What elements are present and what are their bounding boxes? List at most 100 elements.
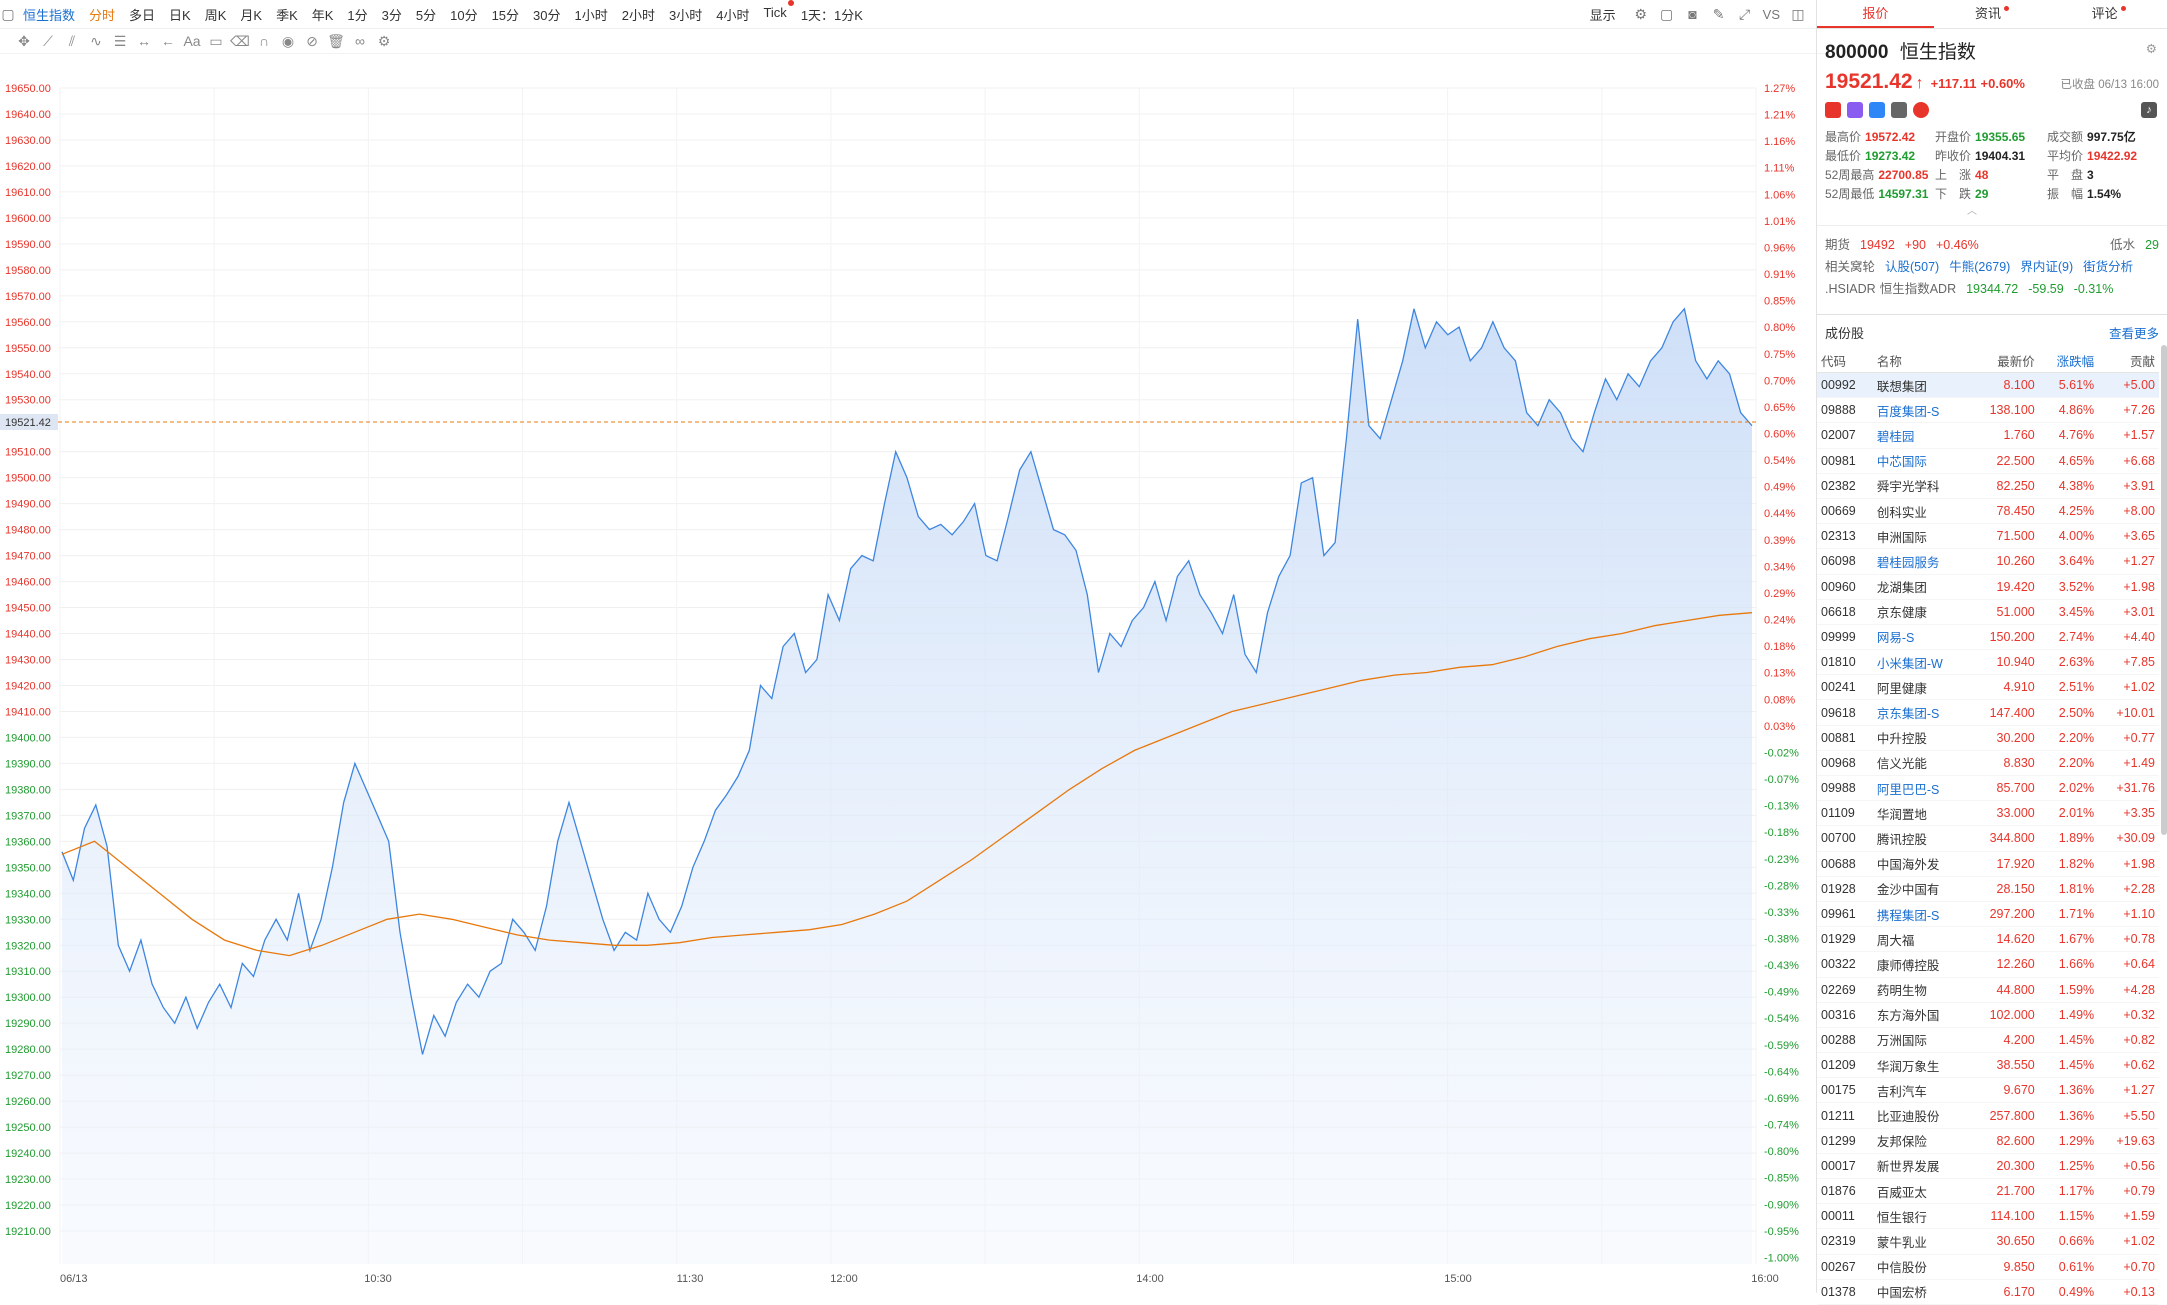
gear-icon[interactable]: ⚙ — [2145, 42, 2157, 56]
chart-badge-icon[interactable] — [1869, 102, 1885, 118]
table-row[interactable]: 01928 金沙中国有 28.150 1.81% +2.28 — [1817, 876, 2159, 902]
link-icon[interactable]: ∞ — [355, 33, 365, 49]
period-tab[interactable]: 3分 — [381, 7, 402, 23]
table-row[interactable]: 01209 华润万象生 38.550 1.45% +0.62 — [1817, 1052, 2159, 1079]
settings-icon[interactable]: ⚙ — [1634, 6, 1647, 22]
wave-icon[interactable]: ∿ — [90, 33, 102, 49]
table-row[interactable]: 02007 碧桂园 1.760 4.76% +1.57 — [1817, 422, 2159, 449]
table-row[interactable]: 00017 新世界发展 20.300 1.25% +0.56 — [1817, 1153, 2159, 1180]
table-row[interactable]: 06618 京东健康 51.000 3.45% +3.01 — [1817, 599, 2159, 625]
magnet-icon[interactable]: ∩ — [258, 33, 270, 49]
period-tab[interactable]: 4小时 — [716, 7, 750, 23]
table-row[interactable]: 00992 联想集团 8.100 5.61% +5.00 — [1817, 372, 2159, 399]
period-tab[interactable]: 2小时 — [621, 7, 655, 23]
table-row[interactable]: 00968 信义光能 8.830 2.20% +1.49 — [1817, 750, 2159, 777]
fullscreen-icon[interactable]: ⤢ — [1739, 6, 1751, 22]
table-row[interactable]: 00288 万洲国际 4.200 1.45% +0.82 — [1817, 1027, 2159, 1054]
symbol-selector[interactable]: 恒生指数 — [23, 7, 76, 23]
display-menu[interactable]: 显示 — [1589, 7, 1616, 23]
tab-quote[interactable]: 报价 — [1817, 0, 1934, 28]
table-row[interactable]: 00960 龙湖集团 19.420 3.52% +1.98 — [1817, 574, 2159, 600]
period-tab[interactable]: 3小时 — [668, 7, 703, 23]
period-tab[interactable]: 日K — [169, 7, 191, 23]
period-tab[interactable]: 季K — [276, 7, 298, 23]
table-row[interactable]: 01810 小米集团-W 10.940 2.63% +7.85 — [1817, 649, 2159, 676]
table-row[interactable]: 00700 腾讯控股 344.800 1.89% +30.09 — [1817, 825, 2159, 852]
view-more-link[interactable]: 查看更多 — [2108, 327, 2159, 341]
period-tab[interactable]: Tick — [756, 0, 794, 24]
move-icon[interactable]: ✥ — [18, 33, 30, 49]
table-row[interactable]: 09618 京东集团-S 147.400 2.50% +10.01 — [1817, 699, 2159, 726]
table-row[interactable]: 01876 百威亚太 21.700 1.17% +0.79 — [1817, 1178, 2159, 1205]
period-tab[interactable]: 多日 — [129, 7, 156, 23]
table-row[interactable]: 09961 携程集团-S 297.200 1.71% +1.10 — [1817, 901, 2159, 928]
trend-line-icon[interactable]: ⟋ — [43, 33, 53, 49]
table-row[interactable]: 02269 药明生物 44.800 1.59% +4.28 — [1817, 977, 2159, 1003]
table-row[interactable]: 01109 华润置地 33.000 2.01% +3.35 — [1817, 800, 2159, 827]
arrow-icon[interactable]: ← — [161, 33, 175, 49]
period-tab[interactable]: 10分 — [450, 7, 478, 23]
period-tab[interactable]: 1分 — [347, 7, 368, 23]
table-row[interactable]: 00267 中信股份 9.850 0.61% +0.70 — [1817, 1254, 2159, 1280]
note-icon[interactable]: ▭ — [209, 33, 223, 49]
futures-row[interactable]: 期货 19492 +90 +0.46% 低水 29 — [1817, 234, 2167, 256]
table-row[interactable]: 09999 网易-S 150.200 2.74% +4.40 — [1817, 624, 2159, 651]
hk-flag-icon[interactable] — [1825, 102, 1841, 118]
collapse-chevron-icon[interactable]: ︿ — [1967, 206, 1977, 217]
table-row[interactable]: 00175 吉利汽车 9.670 1.36% +1.27 — [1817, 1077, 2159, 1104]
table-row[interactable]: 09888 百度集团-S 138.100 4.86% +7.26 — [1817, 397, 2159, 424]
camera-icon[interactable]: ◙ — [1688, 6, 1697, 22]
channel-icon[interactable]: ⫽ — [68, 33, 76, 49]
period-tab[interactable]: 15分 — [491, 7, 520, 23]
bell-icon[interactable]: ♪ — [2141, 102, 2157, 118]
table-row[interactable]: 00881 中升控股 30.200 2.20% +0.77 — [1817, 725, 2159, 751]
link-inline[interactable]: 界内证(9) — [2020, 260, 2074, 274]
table-row[interactable]: 00011 恒生银行 114.100 1.15% +1.59 — [1817, 1203, 2159, 1230]
table-row[interactable]: 00316 东方海外国 102.000 1.49% +0.32 — [1817, 1002, 2159, 1028]
tab-news[interactable]: 资讯 — [1934, 0, 2051, 28]
lightning-icon[interactable] — [1847, 102, 1863, 118]
layout-icon[interactable]: ▢ — [1660, 6, 1674, 22]
table-row[interactable]: 00241 阿里健康 4.910 2.51% +1.02 — [1817, 674, 2159, 701]
table-row[interactable]: 00669 创科实业 78.450 4.25% +8.00 — [1817, 498, 2159, 525]
link-cbbc[interactable]: 牛熊(2679) — [1949, 260, 2011, 274]
table-row[interactable]: 09988 阿里巴巴-S 85.700 2.02% +31.76 — [1817, 775, 2159, 802]
table-row[interactable]: 00981 中芯国际 22.500 4.65% +6.68 — [1817, 448, 2159, 474]
vs-compare-button[interactable]: VS — [1762, 6, 1780, 22]
table-row[interactable]: 01929 周大福 14.620 1.67% +0.78 — [1817, 926, 2159, 953]
period-tab[interactable]: 30分 — [533, 7, 561, 23]
eye-icon[interactable]: ◉ — [281, 33, 295, 49]
period-tab[interactable]: 周K — [204, 7, 227, 23]
range-icon[interactable]: ↔ — [137, 33, 151, 49]
period-tab[interactable]: 1小时 — [574, 7, 608, 23]
text-icon[interactable]: Aa — [183, 33, 201, 49]
table-row[interactable]: 01378 中国宏桥 6.170 0.49% +0.13 — [1817, 1279, 2159, 1305]
eraser-icon[interactable]: ⌫ — [230, 33, 250, 49]
period-tab[interactable]: 月K — [240, 7, 263, 23]
table-row[interactable]: 02313 申洲国际 71.500 4.00% +3.65 — [1817, 523, 2159, 550]
period-tab[interactable]: 年K — [311, 7, 334, 23]
hide-icon[interactable]: ⊘ — [306, 33, 318, 49]
pencil-icon[interactable]: ✎ — [1712, 6, 1725, 22]
table-row[interactable]: 02382 舜宇光学科 82.250 4.38% +3.91 — [1817, 473, 2159, 499]
tab-comments[interactable]: 评论 — [2050, 0, 2167, 28]
sidebar-toggle-icon[interactable]: ◫ — [1791, 6, 1805, 22]
table-row[interactable]: 06098 碧桂园服务 10.260 3.64% +1.27 — [1817, 548, 2159, 575]
table-row[interactable]: 00322 康师傅控股 12.260 1.66% +0.64 — [1817, 951, 2159, 978]
scrollbar[interactable] — [2161, 345, 2167, 835]
chart-svg[interactable]: 19650.00 19640.00 19630.00 19620.00 19610.00… — [0, 54, 1816, 1293]
fib-icon[interactable]: ☰ — [113, 33, 127, 49]
column-header[interactable]: 涨跌幅 — [2038, 348, 2099, 373]
table-row[interactable]: 00688 中国海外发 17.920 1.82% +1.98 — [1817, 851, 2159, 877]
intraday-chart[interactable]: 19650.00 19640.00 19630.00 19620.00 19610.00… — [0, 54, 1816, 1293]
panel-toggle-icon[interactable]: ▢ — [1, 6, 15, 22]
doc-icon[interactable] — [1891, 102, 1907, 118]
table-row[interactable]: 02319 蒙牛乳业 30.650 0.66% +1.02 — [1817, 1228, 2159, 1255]
period-tab[interactable]: 分时 — [89, 7, 116, 23]
adr-row[interactable]: .HSIADR 恒生指数ADR 19344.72 -59.59 -0.31% — [1817, 278, 2167, 300]
period-tab[interactable]: 5分 — [415, 7, 437, 23]
drawing-settings-icon[interactable]: ⚙ — [377, 33, 391, 49]
trash-icon[interactable]: 🗑 — [327, 33, 345, 49]
link-warrants[interactable]: 认股(507) — [1885, 260, 1940, 274]
link-street-analysis[interactable]: 街货分析 — [2083, 260, 2134, 274]
